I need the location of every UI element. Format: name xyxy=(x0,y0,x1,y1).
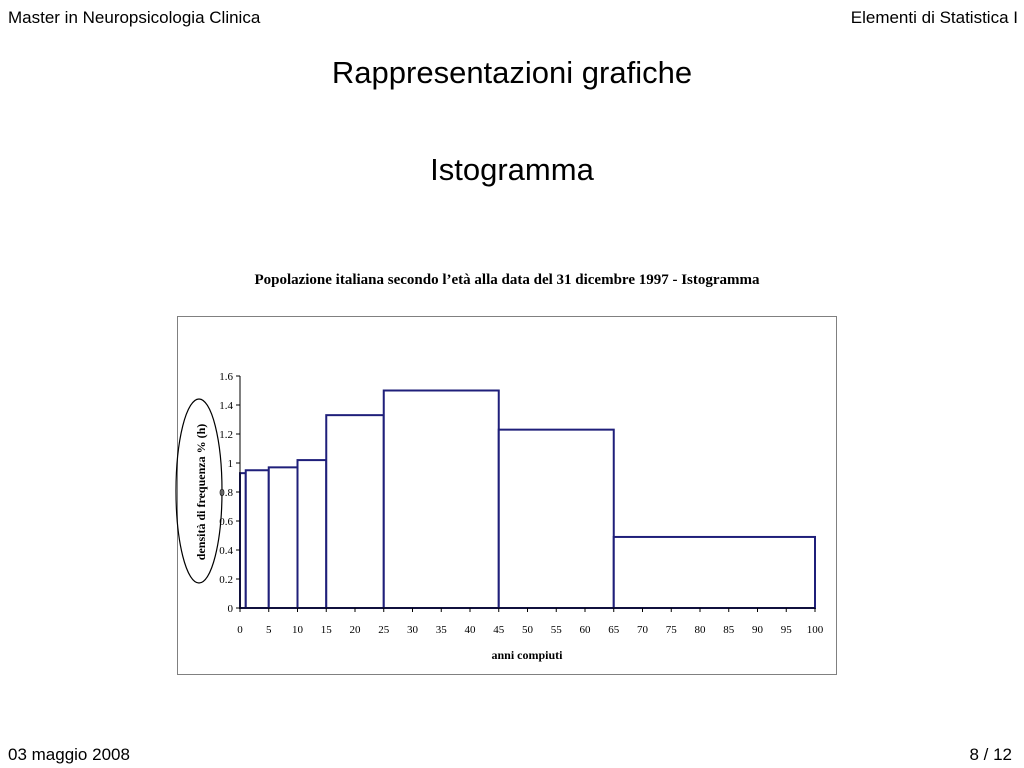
x-tick-label: 30 xyxy=(407,624,419,636)
x-tick-label: 65 xyxy=(608,624,620,636)
y-tick-label: 1.4 xyxy=(219,400,233,412)
x-tick-label: 5 xyxy=(266,624,272,636)
histogram-bar-5 xyxy=(382,389,500,609)
histogram-bar-7 xyxy=(612,535,816,610)
x-tick-label: 70 xyxy=(637,624,649,636)
x-tick-label: 40 xyxy=(465,624,477,636)
x-tick-label: 80 xyxy=(695,624,707,636)
slide-subtitle: Istogramma xyxy=(430,152,594,187)
x-tick-label: 10 xyxy=(292,624,304,636)
x-tick-label: 15 xyxy=(321,624,333,636)
header-course-title: Master in Neuropsicologia Clinica xyxy=(8,8,261,27)
x-tick-label: 95 xyxy=(781,624,793,636)
x-axis-label: anni compiuti xyxy=(491,648,563,662)
slide-title: Rappresentazioni grafiche xyxy=(331,55,693,90)
histogram-bar-4 xyxy=(325,414,385,609)
y-axis-label: densità di frequenza % (h) xyxy=(194,424,208,560)
x-tick-label: 45 xyxy=(493,624,505,636)
x-tick-label: 85 xyxy=(723,624,735,636)
x-tick-label: 20 xyxy=(350,624,362,636)
x-tick-label: 55 xyxy=(551,624,563,636)
x-tick-label: 75 xyxy=(666,624,678,636)
y-tick-label: 1.6 xyxy=(219,371,233,383)
x-ticks-group: 0 5 10 15 20 25 30 35 40 45 50 55 60 65 70 75 80 85 90 95 10… xyxy=(237,608,824,636)
histogram-bar-2 xyxy=(267,466,299,609)
bars-group xyxy=(239,389,816,610)
x-tick-label: 90 xyxy=(752,624,764,636)
histogram-bar-1 xyxy=(244,469,270,609)
y-tick-label: 0 xyxy=(228,603,234,615)
x-tick-label: 50 xyxy=(522,624,534,636)
x-tick-label: 25 xyxy=(378,624,390,636)
y-tick-label: 1.2 xyxy=(219,429,233,441)
y-tick-label: 0.6 xyxy=(219,516,233,528)
y-tick-label: 0.2 xyxy=(219,574,233,586)
y-tick-label: 0.4 xyxy=(219,545,233,557)
x-tick-label: 0 xyxy=(237,624,243,636)
y-ticks-group: 0 0.2 0.4 0.6 0.8 1 1.2 1.4 1.6 xyxy=(219,371,240,615)
x-tick-label: 35 xyxy=(436,624,448,636)
page-number: 8 / 12 xyxy=(969,745,1012,764)
x-tick-label: 60 xyxy=(580,624,592,636)
x-tick-label: 100 xyxy=(807,624,824,636)
chart-title: Popolazione italiana secondo l’età alla … xyxy=(254,272,760,288)
y-tick-label: 0.8 xyxy=(219,487,233,499)
y-label-annotation-ellipse xyxy=(175,398,223,584)
footer-date: 03 maggio 2008 xyxy=(8,745,130,764)
histogram-bar-3 xyxy=(296,459,328,609)
y-tick-label: 1 xyxy=(228,458,234,470)
histogram-bar-6 xyxy=(497,428,615,609)
header-subject-title: Elementi di Statistica I xyxy=(850,8,1018,27)
